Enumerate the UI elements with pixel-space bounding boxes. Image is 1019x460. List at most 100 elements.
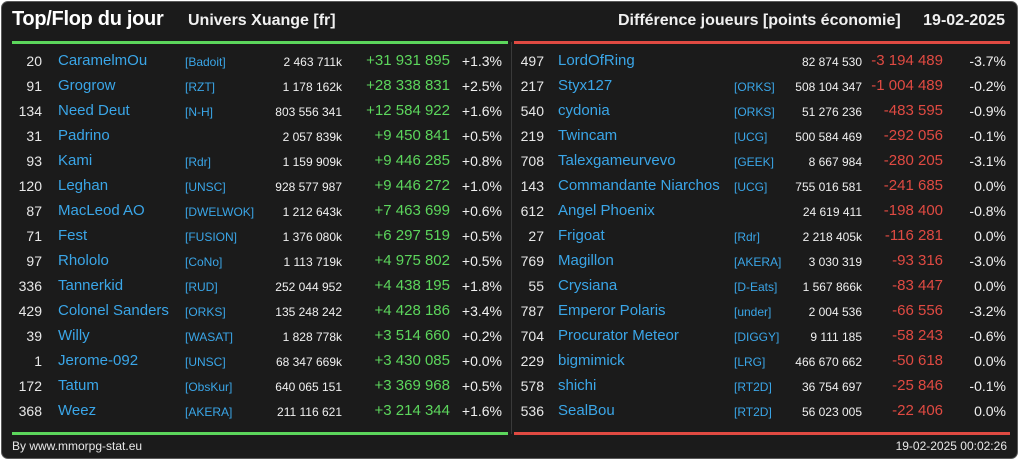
player-row: 93 Kami [Rdr] 1 159 909k +9 446 285 +0.8% [2,149,511,174]
player-rank: 787 [520,303,544,319]
player-rank: 27 [528,228,544,244]
alliance-tag-link[interactable]: [under] [734,305,772,319]
player-rank: 87 [26,203,42,219]
player-name-link[interactable]: Commandante Niarchos [558,177,720,194]
alliance-tag-link[interactable]: [D-Eats] [734,280,778,294]
player-name-link[interactable]: Kami [58,152,93,169]
alliance-tag-link[interactable]: [ORKS] [734,105,775,119]
alliance-tag-link[interactable]: [AKERA] [734,255,782,269]
alliance-tag-link[interactable]: [Rdr] [734,230,761,244]
player-name-link[interactable]: bigmimick [558,352,625,369]
points-difference: -3 194 489 [871,52,943,69]
player-name-link[interactable]: Leghan [58,177,109,194]
player-name-link[interactable]: Magillon [558,252,614,269]
alliance-tag-link[interactable]: [AKERA] [185,405,233,419]
player-rank: 612 [520,203,544,219]
points-difference: -198 400 [883,202,943,219]
alliance-tag-link[interactable]: [UCG] [734,180,768,194]
alliance-tag-link[interactable]: [RUD] [185,280,218,294]
alliance-tag-link[interactable]: [RZT] [185,80,215,94]
player-row: 172 Tatum [ObsKur] 640 065 151 +3 369 968 +0.… [2,374,511,399]
alliance-tag-link[interactable]: [UCG] [734,130,768,144]
player-row: 429 Colonel Sanders [ORKS] 135 248 242 +4 42… [2,299,511,324]
player-points: 1 113 719k [283,255,343,269]
player-rank: 578 [520,378,544,394]
page-title: Top/Flop du jour [12,8,164,30]
bottom-divider-red [514,432,1010,435]
player-name-link[interactable]: Grogrow [58,77,116,94]
percent-change: 0.0% [974,278,1006,294]
points-difference: +6 297 519 [374,227,451,244]
player-name-link[interactable]: SealBou [558,402,615,419]
player-points: 36 754 697 [801,380,862,394]
player-rank: 540 [520,103,544,119]
player-points: 2 004 536 [808,305,862,319]
player-name-link[interactable]: cydonia [558,102,610,119]
percent-change: +1.6% [461,103,502,119]
points-difference: +12 584 922 [366,102,450,119]
alliance-tag-link[interactable]: [CoNo] [185,255,223,269]
player-name-link[interactable]: Emperor Polaris [558,302,666,319]
alliance-tag-link[interactable]: [LRG] [734,355,766,369]
player-name-link[interactable]: Angel Phoenix [558,202,655,219]
player-row: 1 Jerome-092 [UNSC] 68 347 669k +3 430 085 +0… [2,349,511,374]
player-rank: 39 [26,328,42,344]
player-name-link[interactable]: Jerome-092 [58,352,139,369]
percent-change: -0.9% [969,103,1006,119]
player-name-link[interactable]: Twincam [558,127,618,144]
alliance-tag-link[interactable]: [ORKS] [185,305,226,319]
player-name-link[interactable]: LordOfRing [558,52,635,69]
player-name-link[interactable]: Tatum [58,377,99,394]
points-difference: -50 618 [892,352,943,369]
player-points: 211 116 621 [277,405,342,419]
alliance-tag-link[interactable]: [WASAT] [185,330,233,344]
player-name-link[interactable]: Crysiana [558,277,618,294]
percent-change: -0.2% [969,78,1006,94]
player-name-link[interactable]: Tannerkid [58,277,124,294]
player-name-link[interactable]: Styx127 [558,77,613,94]
alliance-tag-link[interactable]: [RT2D] [734,380,772,394]
player-row: 120 Leghan [UNSC] 928 577 987 +9 446 272 +1.0… [2,174,511,199]
points-difference: -483 595 [883,102,943,119]
player-name-link[interactable]: Talexgameurvevo [558,152,676,169]
player-row: 497 LordOfRing 82 874 530 -3 194 489 -3.7% [512,49,1017,74]
percent-change: +0.2% [461,328,502,344]
player-name-link[interactable]: Frigoat [558,227,605,244]
alliance-tag-link[interactable]: [UNSC] [185,180,226,194]
player-points: 51 276 236 [801,105,862,119]
alliance-tag-link[interactable]: [DWELWOK] [185,205,255,219]
player-name-link[interactable]: shichi [558,377,597,394]
player-rank: 336 [18,278,42,294]
player-row: 20 CaramelmOu [Badoit] 2 463 711k +31 931 89… [2,49,511,74]
alliance-tag-link[interactable]: [RT2D] [734,405,772,419]
top-losers-list: 497 LordOfRing 82 874 530 -3 194 489 -3.7% 21… [512,49,1017,424]
player-name-link[interactable]: CaramelmOu [58,52,148,69]
player-points: 252 044 952 [275,280,342,294]
percent-change: +1.6% [461,403,502,419]
player-name-link[interactable]: Weez [58,402,97,419]
points-difference: +3 369 968 [374,377,451,394]
player-row: 536 SealBou [RT2D] 56 023 005 -22 406 0.0% [512,399,1017,424]
alliance-tag-link[interactable]: [ORKS] [734,80,775,94]
points-difference: -58 243 [892,327,943,344]
alliance-tag-link[interactable]: [Badoit] [185,55,226,69]
alliance-tag-link[interactable]: [UNSC] [185,355,226,369]
alliance-tag-link[interactable]: [ObsKur] [185,380,233,394]
player-name-link[interactable]: Fest [58,227,88,244]
player-name-link[interactable]: Willy [58,327,90,344]
player-rank: 368 [18,403,42,419]
player-name-link[interactable]: Rhololo [58,252,109,269]
player-points: 500 584 469 [795,130,862,144]
player-name-link[interactable]: MacLeod AO [58,202,145,219]
player-name-link[interactable]: Colonel Sanders [58,302,169,319]
player-name-link[interactable]: Need Deut [58,102,130,119]
alliance-tag-link[interactable]: [Rdr] [185,155,212,169]
percent-change: -0.6% [969,328,1006,344]
player-name-link[interactable]: Padrino [58,127,110,144]
alliance-tag-link[interactable]: [N-H] [185,105,213,119]
alliance-tag-link[interactable]: [GEEK] [734,155,775,169]
player-rank: 769 [520,253,544,269]
player-name-link[interactable]: Procurator Meteor [558,327,679,344]
alliance-tag-link[interactable]: [FUSION] [185,230,238,244]
alliance-tag-link[interactable]: [DIGGY] [734,330,780,344]
